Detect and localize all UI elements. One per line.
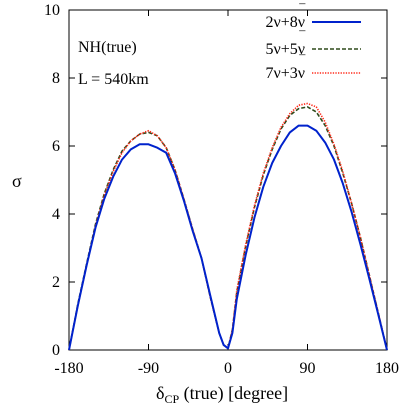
y-tick-label: 2 [52,274,60,291]
series-line-2 [68,106,388,351]
x-tick-label: 0 [224,360,232,377]
x-tick-label: -180 [54,360,83,377]
legend-bar-1: ‾ [299,2,306,20]
x-tick-label: -90 [138,360,159,377]
legend: 2ν+8ν‾5ν+5ν‾7ν+3ν‾ [266,2,361,82]
plot-frame [68,9,388,351]
annotation-baseline: L = 540km [78,71,149,88]
y-tick-label: 4 [52,206,60,223]
series-line-1 [68,124,388,351]
y-tick-label: 6 [52,138,60,155]
x-axis-label-main: δ [156,383,164,403]
y-axis-label: σ [12,171,22,191]
legend-bar-3: ‾ [299,53,306,71]
legend-label-2: 5ν+5ν [266,41,306,58]
y-tick-label: 10 [44,2,60,19]
series-line-3 [68,102,388,351]
series-layer [68,102,388,351]
legend-label-1: 2ν+8ν [266,14,306,31]
x-axis-label-rest: (true) [degree] [179,383,288,404]
annotation-hierarchy: NH(true) [78,39,137,56]
y-tick-label: 0 [52,342,60,359]
x-tick-label: 90 [300,360,316,377]
x-axis-label-subscript: CP [164,392,179,406]
legend-label-3: 7ν+3ν [266,65,306,82]
x-axis-label: δCP (true) [degree] [156,383,288,406]
legend-bar-2: ‾ [299,29,306,47]
y-tick-label: 8 [52,70,60,87]
axis-ticks: -180 -90 0 90 180 0 2 4 6 8 10 [44,2,399,377]
x-tick-label: 180 [375,360,399,377]
